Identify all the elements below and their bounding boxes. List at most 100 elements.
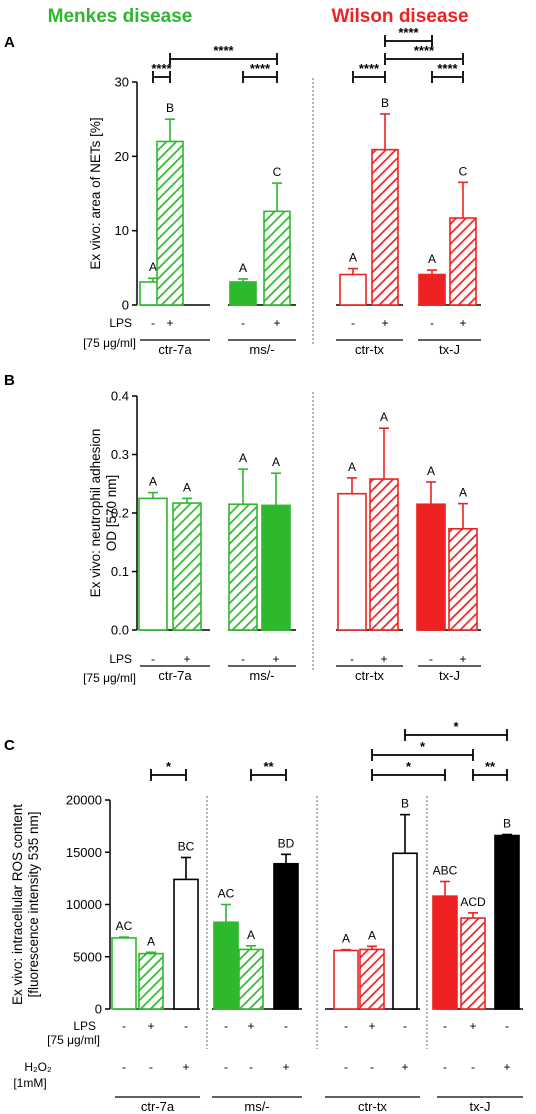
lps-sign: +: [147, 1019, 154, 1033]
bar-letter: A: [459, 486, 467, 500]
lps-sign: -: [505, 1019, 509, 1033]
y-axis-label-2: OD [570 nm]: [104, 475, 119, 552]
lps-sign: -: [241, 316, 245, 330]
bar-letter: B: [381, 96, 389, 110]
lps-sign: +: [469, 1019, 476, 1033]
bar: [448, 527, 478, 631]
lps-sign: +: [247, 1019, 254, 1033]
bar: [460, 917, 486, 1010]
menkes-header: Menkes disease: [48, 6, 193, 27]
sig-label: **: [485, 759, 496, 774]
bar: [173, 878, 199, 1010]
y-tick-label: 5000: [73, 949, 102, 964]
group-label: tx-J: [439, 668, 460, 683]
y-tick-label: 10000: [66, 897, 102, 912]
lps-label: LPS: [109, 316, 132, 330]
bar-letter: BD: [278, 836, 295, 850]
bar: [138, 952, 164, 1010]
group-label: ctr-tx: [355, 668, 384, 683]
lps-sign: +: [381, 316, 388, 330]
bar: [359, 948, 385, 1010]
group-label: ms/-: [244, 1099, 269, 1114]
bar: [138, 497, 168, 631]
lps-sign: -: [224, 1019, 228, 1033]
y-tick-label: 0.2: [111, 506, 129, 521]
lps-sign: -: [241, 652, 245, 666]
panel-label-a: A: [4, 34, 15, 51]
lps-sign: -: [344, 1019, 348, 1033]
sig-label: *: [420, 739, 426, 754]
bar-letter: A: [239, 451, 247, 465]
y-axis-label: Ex vivo: area of NETs [%]: [88, 117, 103, 269]
bar-letter: A: [348, 460, 356, 474]
bar-letter: B: [401, 797, 409, 811]
panel-label-b: B: [4, 372, 15, 389]
lps-sign: +: [273, 316, 280, 330]
y-tick-label: 20000: [66, 793, 102, 808]
bar: [172, 502, 202, 631]
lps-sign: +: [166, 316, 173, 330]
bar-letter: ABC: [433, 864, 458, 878]
panel-b-chart: 0.0 0.1 0.2 0.3 0.4 Ex vivo: neutrophil adhes…: [83, 389, 481, 685]
group-label: ctr-7a: [158, 342, 192, 357]
group-label: ctr-tx: [355, 342, 384, 357]
h2o2-label: H₂O₂: [24, 1060, 52, 1074]
lps-unit: [75 μg/ml]: [47, 1033, 100, 1047]
group-label: tx-J: [470, 1099, 491, 1114]
y-tick-label: 0: [122, 298, 129, 313]
bar-letter: B: [166, 101, 174, 115]
lps-sign: -: [151, 652, 155, 666]
bar-letter: A: [342, 932, 350, 946]
bar-letter: A: [147, 934, 155, 948]
h2o2-sign: -: [471, 1060, 475, 1074]
group-label: tx-J: [439, 342, 460, 357]
bar-letter: AC: [116, 919, 133, 933]
h2o2-sign: -: [249, 1060, 253, 1074]
bar: [238, 948, 264, 1010]
h2o2-sign: +: [182, 1060, 189, 1074]
y-tick-label: 0.1: [111, 564, 129, 579]
lps-sign: +: [368, 1019, 375, 1033]
lps-sign: -: [429, 652, 433, 666]
h2o2-sign: -: [224, 1060, 228, 1074]
bar: [339, 273, 367, 306]
y-tick-label: 10: [115, 223, 129, 238]
sig-label: **: [263, 759, 274, 774]
y-tick-label: 0.0: [111, 623, 129, 638]
sig-label: ****: [414, 43, 435, 58]
bar-letter: C: [273, 165, 282, 179]
bar-letter: A: [272, 455, 280, 469]
h2o2-unit: [1mM]: [13, 1076, 46, 1090]
lps-unit: [75 μg/ml]: [83, 336, 136, 350]
h2o2-sign: +: [503, 1060, 510, 1074]
panel-a-chart: 0 10 20 30 Ex vivo: area of NETs [%] A B A C A B A C…: [83, 25, 481, 357]
group-label: ms/-: [249, 668, 274, 683]
h2o2-sign: -: [344, 1060, 348, 1074]
sig-label: ****: [359, 61, 380, 76]
bar: [229, 281, 257, 306]
h2o2-sign: +: [401, 1060, 408, 1074]
y-tick-label: 0.3: [111, 447, 129, 462]
bar-letter: AC: [218, 887, 235, 901]
bar-letter: A: [349, 251, 357, 265]
group-label: ctr-tx: [358, 1099, 387, 1114]
bar: [156, 140, 184, 306]
y-tick-label: 20: [115, 149, 129, 164]
bar-letter: C: [459, 164, 468, 178]
bar: [418, 273, 446, 306]
lps-sign: +: [272, 652, 279, 666]
bar-letter: A: [247, 928, 255, 942]
h2o2-sign: -: [149, 1060, 153, 1074]
wilson-header: Wilson disease: [331, 6, 468, 27]
lps-sign: -: [184, 1019, 188, 1033]
y-axis-label: Ex vivo: neutrophil adhesion: [88, 429, 103, 598]
bar-letter: A: [427, 464, 435, 478]
y-tick-label: 15000: [66, 845, 102, 860]
lps-label: LPS: [109, 652, 132, 666]
h2o2-sign: -: [122, 1060, 126, 1074]
lps-sign: -: [284, 1019, 288, 1033]
h2o2-sign: +: [282, 1060, 289, 1074]
bar-letter: A: [183, 480, 191, 494]
bar-letter: A: [368, 928, 376, 942]
